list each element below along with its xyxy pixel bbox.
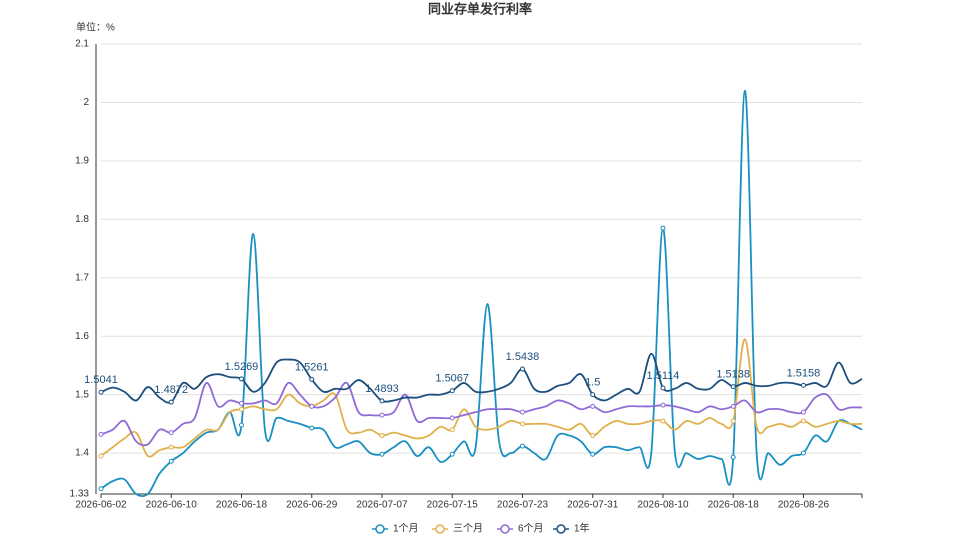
- point: [168, 444, 174, 450]
- point: [590, 392, 596, 398]
- point: [519, 443, 525, 449]
- point: [379, 451, 385, 457]
- point: [730, 454, 736, 460]
- x-tick-label: 2026-07-23: [497, 500, 549, 511]
- point: [590, 433, 596, 439]
- point: [660, 418, 666, 424]
- point: [519, 409, 525, 415]
- legend-marker: [435, 524, 445, 534]
- chart-title: 同业存单发行利率: [428, 1, 532, 16]
- data-label: 1.5: [585, 377, 600, 389]
- point: [238, 406, 244, 412]
- x-tick-label: 2026-06-10: [146, 500, 198, 511]
- point: [660, 225, 666, 231]
- y-tick-label: 1.6: [75, 331, 89, 342]
- x-tick-label: 2026-08-10: [637, 500, 689, 511]
- data-label: 1.5138: [716, 368, 750, 380]
- point: [379, 412, 385, 418]
- y-tick-label: 1.9: [75, 156, 89, 167]
- y-axis-unit: 单位：%: [76, 21, 115, 34]
- point: [309, 376, 315, 382]
- line-series: [100, 89, 863, 498]
- point: [590, 451, 596, 457]
- point: [98, 486, 104, 492]
- point: [800, 450, 806, 456]
- data-label: 1.5438: [506, 351, 540, 363]
- point: [309, 403, 315, 409]
- point: [590, 403, 596, 409]
- legend-label: 6个月: [518, 523, 544, 535]
- point: [238, 400, 244, 406]
- point: [660, 402, 666, 408]
- point: [730, 384, 736, 390]
- point: [168, 430, 174, 436]
- point: [98, 453, 104, 459]
- point: [660, 385, 666, 391]
- data-label: 1.5114: [647, 370, 680, 382]
- data-label: 1.5269: [225, 361, 259, 373]
- x-tick-label: 2026-07-31: [567, 500, 619, 511]
- point: [168, 399, 174, 405]
- point: [730, 418, 736, 424]
- x-tick-label: 2026-07-07: [356, 500, 408, 511]
- legend-label: 1个月: [393, 523, 419, 535]
- data-label: 1.5041: [84, 374, 118, 386]
- point: [238, 422, 244, 428]
- x-tick-label: 2026-07-15: [427, 500, 479, 511]
- point: [309, 425, 315, 431]
- y-tick-label: 1.33: [70, 489, 90, 500]
- point: [98, 431, 104, 437]
- y-tick-label: 1.7: [75, 272, 89, 283]
- data-label: 1.4893: [365, 383, 399, 395]
- legend-marker: [375, 524, 385, 534]
- data-label: 1.5067: [435, 373, 469, 385]
- point: [238, 376, 244, 382]
- data-label: 1.4872: [154, 384, 188, 396]
- y-tick-label: 1.8: [75, 214, 89, 225]
- x-tick-label: 2026-08-26: [778, 500, 830, 511]
- point: [449, 415, 455, 421]
- point: [98, 389, 104, 395]
- data-label: 1.5158: [787, 367, 821, 379]
- x-tick-label: 2026-06-29: [286, 500, 338, 511]
- legend-label: 三个月: [453, 523, 483, 535]
- point: [379, 398, 385, 404]
- legend-label: 1年: [574, 522, 590, 535]
- point: [449, 451, 455, 457]
- point: [449, 427, 455, 433]
- point: [519, 421, 525, 427]
- y-tick-label: 2: [83, 97, 89, 108]
- point: [800, 409, 806, 415]
- legend-marker: [500, 524, 510, 534]
- point: [449, 388, 455, 394]
- x-tick-label: 2026-06-18: [216, 500, 268, 511]
- x-tick-label: 2026-06-02: [75, 500, 127, 511]
- point: [800, 382, 806, 388]
- data-label: 1.5261: [295, 361, 329, 373]
- point: [168, 458, 174, 464]
- legend-marker: [556, 524, 566, 534]
- point: [519, 366, 525, 372]
- y-tick-label: 1.5: [75, 389, 89, 400]
- point: [730, 403, 736, 409]
- x-tick-label: 2026-08-18: [708, 500, 760, 511]
- point: [800, 418, 806, 424]
- y-tick-label: 2.1: [75, 39, 89, 50]
- point: [379, 433, 385, 439]
- y-tick-label: 1.4: [75, 448, 89, 459]
